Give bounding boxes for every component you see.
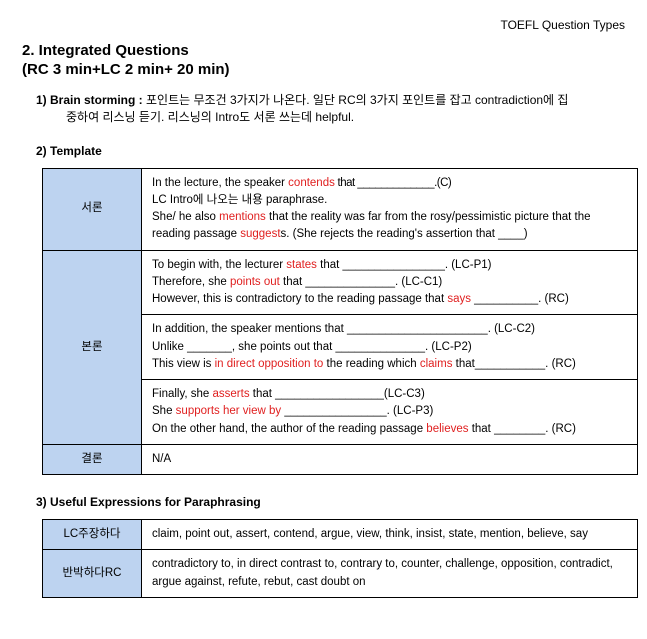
text: Therefore, she [152, 276, 230, 288]
table-row: LC주장하다 claim, point out, assert, contend… [43, 520, 638, 550]
expressions-table: LC주장하다 claim, point out, assert, contend… [42, 519, 638, 598]
item-3-label: 3) Useful Expressions for Paraphrasing [36, 495, 625, 509]
row-header-intro: 서론 [43, 168, 142, 250]
table-row: 결론 N/A [43, 444, 638, 474]
text: Finally, she [152, 388, 213, 400]
table-row: 서론 In the lecture, the speaker contends … [43, 168, 638, 250]
cell-body2: In addition, the speaker mentions that _… [142, 315, 638, 380]
text: However, this is contradictory to the re… [152, 293, 447, 305]
text: She/ he also [152, 211, 219, 223]
cell-lc-expr: claim, point out, assert, contend, argue… [142, 520, 638, 550]
text-red: states [286, 259, 317, 271]
text: In addition, the speaker mentions that _… [152, 323, 535, 335]
item-brainstorming: 1) Brain storming : 포인트는 무조건 3가지가 나온다. 일… [36, 92, 625, 126]
text: Unlike _______, she points out that ____… [152, 341, 472, 353]
table-row: 반박하다RC contradictory to, in direct contr… [43, 550, 638, 598]
template-table: 서론 In the lecture, the speaker contends … [42, 168, 638, 476]
section-title: 2. Integrated Questions [22, 42, 625, 59]
text: the reading which [323, 358, 420, 370]
item-1-text-a: 포인트는 무조건 3가지가 나온다. 일단 RC의 3가지 포인트를 잡고 co… [146, 93, 568, 107]
text: This view is [152, 358, 215, 370]
cell-body1: To begin with, the lecturer states that … [142, 250, 638, 315]
cell-intro: In the lecture, the speaker contends tha… [142, 168, 638, 250]
text: ________________. (LC-P3) [281, 405, 433, 417]
text-red: in direct opposition to [215, 358, 324, 370]
text: To begin with, the lecturer [152, 259, 286, 271]
text-red: points out [230, 276, 280, 288]
cell-rc-expr: contradictory to, in direct contrast to,… [142, 550, 638, 598]
doc-header-right: TOEFL Question Types [22, 18, 625, 32]
cell-body3: Finally, she asserts that ______________… [142, 380, 638, 445]
text-red: suggest [240, 228, 280, 240]
text: In the lecture, the speaker [152, 177, 288, 189]
text: that ________. (RC) [469, 423, 576, 435]
item-1-text-b: 중하여 리스닝 듣기. 리스닝의 Intro도 서론 쓰는데 helpful. [66, 109, 625, 126]
text-red: contends [288, 177, 335, 189]
row-header-body: 본론 [43, 250, 142, 444]
text-red: supports her view by [176, 405, 281, 417]
row-header-conclusion: 결론 [43, 444, 142, 474]
text: that _________________(LC-C3) [250, 388, 425, 400]
page: TOEFL Question Types 2. Integrated Quest… [0, 0, 647, 638]
row-header-rc: 반박하다RC [43, 550, 142, 598]
section-timing: (RC 3 min+LC 2 min+ 20 min) [22, 61, 625, 78]
cell-conclusion: N/A [142, 444, 638, 474]
text: On the other hand, the author of the rea… [152, 423, 426, 435]
text: LC Intro에 나오는 내용 paraphrase. [152, 194, 327, 206]
text: that ______________. (LC-C1) [280, 276, 442, 288]
item-1-label: 1) Brain storming : [36, 93, 146, 107]
text-red: believes [426, 423, 468, 435]
text: that _____________.(C) [335, 177, 451, 189]
text-red: asserts [213, 388, 250, 400]
table-row: 본론 To begin with, the lecturer states th… [43, 250, 638, 315]
text: that ________________. (LC-P1) [317, 259, 492, 271]
text: that___________. (RC) [452, 358, 575, 370]
text-red: claims [420, 358, 453, 370]
text: s. (She rejects the reading's assertion … [281, 228, 528, 240]
text: __________. (RC) [471, 293, 569, 305]
text: She [152, 405, 176, 417]
text-red: says [447, 293, 471, 305]
item-2-label: 2) Template [36, 144, 625, 158]
row-header-lc: LC주장하다 [43, 520, 142, 550]
text-red: mentions [219, 211, 266, 223]
